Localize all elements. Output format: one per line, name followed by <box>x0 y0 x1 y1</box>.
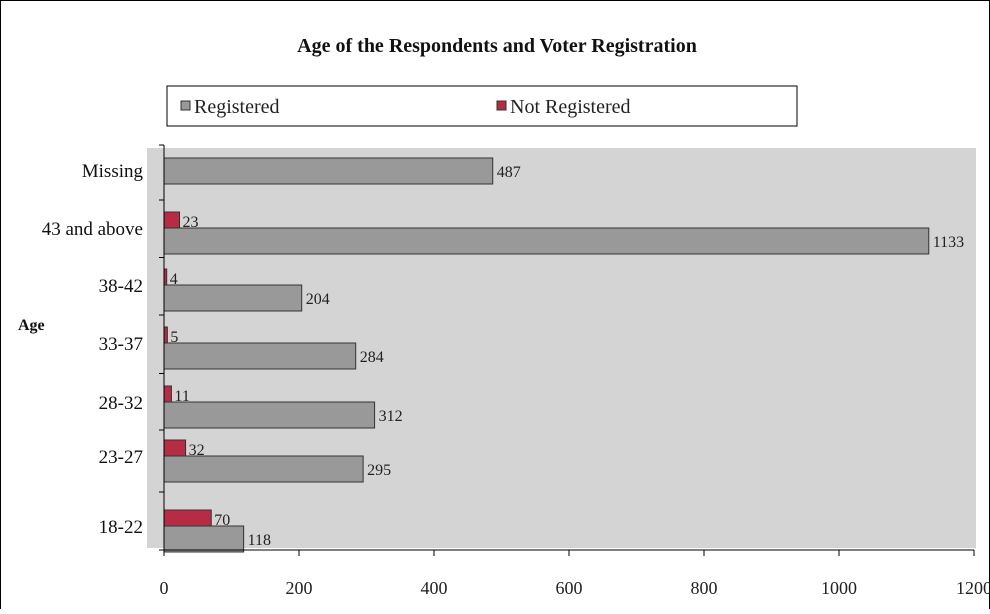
x-tick-label-1200: 1200 <box>956 578 990 598</box>
legend-swatch-registered <box>180 100 191 111</box>
label-registered-28-32: 312 <box>379 408 403 425</box>
label-not-registered-18-22: 70 <box>214 512 230 529</box>
legend-box <box>166 85 798 127</box>
x-tick-label-1000: 1000 <box>821 578 857 598</box>
y-tick-label-33-37: 33-37 <box>99 334 143 355</box>
y-axis-title: Age <box>18 317 45 334</box>
bar-registered-33-37 <box>163 342 357 370</box>
bar-not-registered-23-27 <box>163 439 187 457</box>
label-registered-43-and-above: 1133 <box>933 234 964 251</box>
axes: 18-22 23-27 28-32 33-37 38-42 43 and above Mis… <box>42 144 990 598</box>
legend: Registered Not Registered <box>180 96 631 118</box>
y-tick-label-28-32: 28-32 <box>99 393 143 414</box>
y-tick-label-38-42: 38-42 <box>99 276 143 297</box>
label-not-registered-33-37: 5 <box>170 329 178 346</box>
bar-registered-38-42 <box>163 284 303 312</box>
bar-registered-28-32 <box>163 401 376 429</box>
label-registered-18-22: 118 <box>248 532 271 549</box>
label-registered-33-37: 284 <box>360 349 384 366</box>
chart-title: Age of the Respondents and Voter Registr… <box>297 35 697 57</box>
data-labels: 118 70 295 32 312 11 284 5 204 4 1133 23 487 <box>170 164 964 549</box>
bar-not-registered-18-22 <box>163 509 212 527</box>
label-not-registered-38-42: 4 <box>170 271 178 288</box>
bar-registered-missing <box>163 157 494 185</box>
y-tick-label-18-22: 18-22 <box>99 517 143 538</box>
label-not-registered-23-27: 32 <box>189 442 205 459</box>
bars <box>163 157 930 553</box>
bar-registered-23-27 <box>163 455 364 483</box>
y-tick-label-missing: Missing <box>82 161 144 182</box>
bar-not-registered-28-32 <box>163 385 172 403</box>
x-tick-label-600: 600 <box>556 578 583 598</box>
bar-not-registered-33-37 <box>163 326 168 344</box>
label-not-registered-28-32: 11 <box>174 388 189 405</box>
label-registered-38-42: 204 <box>306 291 330 308</box>
legend-label-not-registered: Not Registered <box>510 96 631 118</box>
x-tick-label-800: 800 <box>691 578 718 598</box>
label-registered-23-27: 295 <box>367 462 391 479</box>
y-tick-label-23-27: 23-27 <box>99 447 143 468</box>
y-tick-label-43-and-above: 43 and above <box>42 219 143 240</box>
x-tick-label-0: 0 <box>160 578 169 598</box>
bar-registered-18-22 <box>163 525 245 553</box>
label-registered-missing: 487 <box>497 164 521 181</box>
label-not-registered-43-and-above: 23 <box>183 214 199 231</box>
legend-label-registered: Registered <box>194 96 280 118</box>
legend-swatch-not-registered <box>496 100 507 111</box>
bar-registered-43-and-above <box>163 227 930 255</box>
x-tick-label-200: 200 <box>286 578 313 598</box>
bar-not-registered-43-and-above <box>163 211 181 229</box>
x-tick-label-400: 400 <box>421 578 448 598</box>
